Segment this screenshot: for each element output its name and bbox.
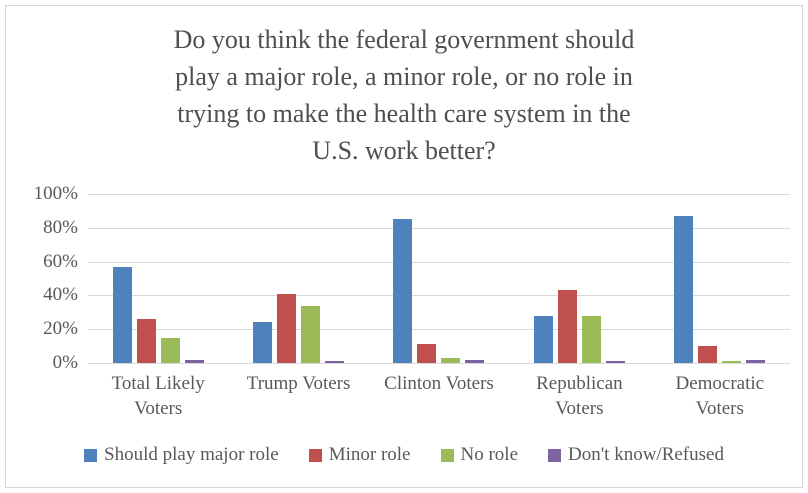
- bar-group-2: [369, 219, 509, 363]
- bar-group-1: [228, 293, 368, 363]
- legend-label: Minor role: [328, 444, 411, 465]
- bar: [465, 359, 485, 363]
- y-axis-tick-label: 20%: [43, 318, 78, 340]
- y-axis-tick-label: 0%: [52, 352, 78, 373]
- legend-swatch-icon: [84, 448, 98, 462]
- bar: [301, 305, 321, 363]
- bar: [674, 215, 694, 363]
- bar: [722, 361, 742, 363]
- bar: [698, 346, 718, 363]
- legend-label: No role: [460, 444, 519, 465]
- plot-area: [88, 194, 790, 364]
- x-axis-category-label: Republican Voters: [536, 373, 623, 419]
- legend-label: Don't know/Refused: [568, 444, 724, 465]
- y-axis: 0% 20% 40% 60% 80% 100%: [0, 183, 78, 373]
- bar: [605, 361, 625, 363]
- bar: [441, 357, 461, 363]
- gridline-80: [88, 227, 790, 229]
- x-axis-category-label: Trump Voters: [246, 373, 351, 394]
- gridline-0: [88, 363, 790, 364]
- y-axis-tick-label: 100%: [33, 183, 78, 204]
- bar: [746, 359, 766, 363]
- bar: [557, 290, 577, 363]
- bar: [325, 361, 345, 363]
- x-axis-category-label: Total Likely Voters: [111, 373, 205, 419]
- legend-swatch-icon: [308, 448, 322, 462]
- bar: [533, 315, 553, 363]
- y-axis-tick-label: 40%: [43, 284, 78, 306]
- bar: [581, 315, 601, 363]
- x-axis-category-label: Clinton Voters: [384, 373, 494, 394]
- gridline-100: [88, 194, 790, 195]
- bar: [160, 337, 180, 363]
- bar: [417, 344, 437, 363]
- gridline-40: [88, 295, 790, 297]
- legend-swatch-icon: [440, 448, 454, 462]
- legend-item: Minor role: [308, 444, 411, 466]
- chart-legend: Should play major role Minor role No role D…: [6, 444, 802, 466]
- gridline-60: [88, 261, 790, 263]
- bar-group-0: [88, 266, 228, 363]
- y-axis-tick-label: 60%: [43, 250, 78, 272]
- x-axis-category-label: Democratic Voters: [675, 373, 765, 419]
- y-axis-tick-label: 80%: [43, 216, 78, 238]
- gridline-20: [88, 329, 790, 331]
- bar: [184, 359, 204, 363]
- bar: [136, 319, 156, 363]
- x-axis: Total Likely Voters Trump Voters Clinton V…: [88, 372, 790, 432]
- legend-item: Don't know/Refused: [548, 444, 724, 466]
- bar-group-3: [509, 290, 649, 363]
- chart-title: Do you think the federal government shou…: [173, 25, 635, 165]
- bar: [393, 219, 413, 363]
- legend-item: No role: [440, 444, 519, 466]
- bar: [277, 293, 297, 363]
- legend-item: Should play major role: [84, 444, 279, 466]
- bar-group-4: [650, 215, 790, 363]
- bar: [253, 322, 273, 363]
- legend-swatch-icon: [548, 448, 562, 462]
- legend-label: Should play major role: [104, 444, 279, 465]
- bar: [112, 266, 132, 363]
